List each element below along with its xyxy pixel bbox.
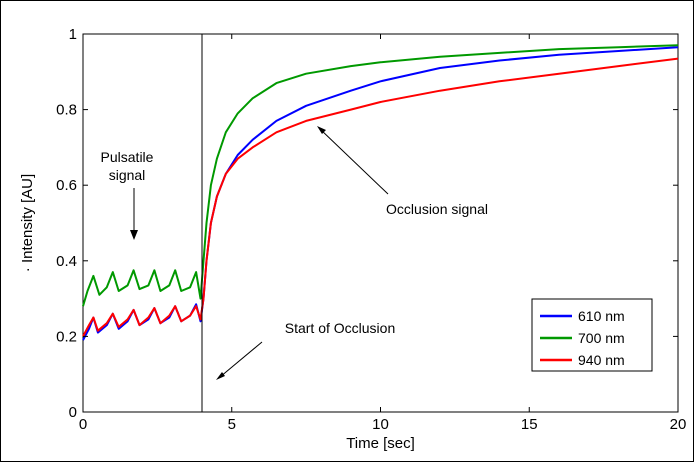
legend: 610 nm 700 nm 940 nm — [532, 299, 652, 371]
annotation-pulsatile-line2: signal — [109, 167, 146, 183]
y-tick-label: 0.2 — [56, 328, 77, 345]
x-tick-label: 20 — [670, 416, 687, 433]
y-axis-label: · Intensity [AU] — [19, 174, 36, 272]
y-tick-label: 1 — [69, 26, 77, 43]
x-tick-label: 0 — [79, 416, 87, 433]
legend-label-610: 610 nm — [578, 308, 625, 324]
x-tick-label: 15 — [521, 416, 538, 433]
x-tick-label: 10 — [372, 416, 389, 433]
x-axis-label: Time [sec] — [346, 435, 415, 452]
y-tick-label: 0.4 — [56, 253, 77, 270]
annotation-occlusion-signal-text: Occlusion signal — [386, 201, 488, 217]
y-tick-label: 0.8 — [56, 102, 77, 119]
x-tick-label: 5 — [228, 416, 236, 433]
annotation-pulsatile-line1: Pulsatile — [101, 149, 154, 165]
legend-label-940: 940 nm — [578, 352, 625, 368]
y-tick-label: 0.6 — [56, 177, 77, 194]
y-tick-label: 0 — [69, 404, 77, 421]
legend-label-700: 700 nm — [578, 330, 625, 346]
annotation-start-occlusion-text: Start of Occlusion — [285, 320, 396, 336]
